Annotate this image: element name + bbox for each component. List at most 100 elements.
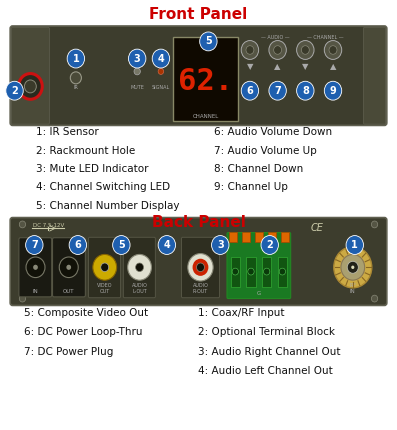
Bar [231, 257, 240, 286]
Text: 2: Rackmount Hole: 2: Rackmount Hole [36, 146, 135, 156]
Text: — CHANNEL —: — CHANNEL — [307, 35, 343, 40]
Text: Back Panel: Back Panel [152, 215, 245, 230]
Circle shape [341, 255, 365, 280]
Text: 6: 6 [75, 240, 81, 250]
Text: 1: Coax/RF Input: 1: Coax/RF Input [198, 308, 285, 318]
Circle shape [129, 49, 146, 68]
Circle shape [329, 46, 337, 54]
Circle shape [279, 268, 285, 275]
Text: 5: 5 [205, 37, 212, 46]
Circle shape [26, 257, 45, 278]
Circle shape [301, 46, 309, 54]
Circle shape [134, 68, 141, 75]
Circle shape [324, 81, 342, 100]
Text: 9: Channel Up: 9: Channel Up [214, 182, 288, 193]
Text: 1: 1 [351, 240, 358, 250]
Circle shape [19, 295, 26, 302]
Bar [268, 232, 276, 242]
Text: 4: 4 [158, 54, 164, 64]
Text: 6: DC Power Loop-Thru: 6: DC Power Loop-Thru [25, 327, 143, 337]
Text: RF
IN: RF IN [349, 283, 356, 294]
Text: ▼: ▼ [302, 62, 308, 71]
Text: 4: 4 [164, 240, 170, 250]
Text: AUDIO
R-OUT: AUDIO R-OUT [193, 283, 208, 294]
Circle shape [26, 236, 43, 255]
Circle shape [197, 263, 204, 272]
Circle shape [232, 268, 239, 275]
Circle shape [19, 29, 26, 36]
Circle shape [261, 236, 278, 255]
Circle shape [33, 265, 38, 270]
Text: DC 7.5-12V: DC 7.5-12V [33, 223, 64, 228]
Text: 5: Composite Video Out: 5: Composite Video Out [25, 308, 148, 318]
Bar [242, 232, 250, 242]
Circle shape [371, 295, 378, 302]
Text: 2: 2 [11, 86, 18, 96]
Circle shape [269, 81, 286, 100]
Text: 7: 7 [31, 240, 38, 250]
FancyBboxPatch shape [10, 26, 387, 126]
Text: 1: 1 [73, 54, 79, 64]
Text: 3: 3 [217, 240, 224, 250]
Text: 5: Channel Number Display: 5: Channel Number Display [36, 201, 180, 211]
Text: 1: IR Sensor: 1: IR Sensor [36, 127, 99, 137]
Text: SIGNAL: SIGNAL [152, 85, 170, 90]
Circle shape [113, 236, 130, 255]
Text: 4: Channel Switching LED: 4: Channel Switching LED [36, 182, 170, 193]
Circle shape [19, 74, 42, 99]
Circle shape [346, 236, 364, 255]
Text: OUT: OUT [63, 289, 75, 294]
FancyBboxPatch shape [52, 238, 85, 297]
Circle shape [59, 257, 78, 278]
FancyBboxPatch shape [89, 237, 121, 298]
Circle shape [25, 80, 36, 93]
Circle shape [269, 40, 286, 59]
Text: 7: 7 [274, 86, 281, 96]
FancyBboxPatch shape [10, 218, 387, 305]
FancyBboxPatch shape [123, 237, 155, 298]
Bar [246, 257, 256, 286]
Circle shape [66, 265, 71, 270]
Circle shape [93, 255, 117, 280]
Circle shape [200, 32, 217, 51]
Text: 5: 5 [118, 240, 125, 250]
Bar [255, 232, 263, 242]
Circle shape [152, 49, 170, 68]
Bar [229, 232, 237, 242]
Circle shape [347, 261, 358, 273]
Bar [173, 37, 238, 121]
FancyBboxPatch shape [227, 233, 291, 298]
Circle shape [158, 236, 175, 255]
Circle shape [264, 268, 270, 275]
Text: CHANNEL: CHANNEL [193, 114, 219, 119]
Circle shape [297, 40, 314, 59]
Circle shape [371, 221, 378, 228]
Circle shape [241, 40, 258, 59]
Text: 3: Audio Right Channel Out: 3: Audio Right Channel Out [198, 347, 341, 356]
Text: AUDIO
L-OUT: AUDIO L-OUT [132, 283, 148, 294]
FancyBboxPatch shape [181, 237, 220, 298]
Text: G: G [256, 292, 261, 296]
Text: CE: CE [311, 223, 324, 233]
Text: ▼: ▼ [247, 62, 253, 71]
Circle shape [351, 266, 355, 269]
Circle shape [324, 40, 342, 59]
Circle shape [274, 46, 281, 54]
Text: IR: IR [73, 85, 78, 90]
Text: Front Panel: Front Panel [149, 7, 248, 22]
Text: 7: Audio Volume Up: 7: Audio Volume Up [214, 146, 317, 156]
Circle shape [19, 221, 26, 228]
Bar [278, 257, 287, 286]
Circle shape [241, 81, 258, 100]
Text: 6: Audio Volume Down: 6: Audio Volume Down [214, 127, 332, 137]
Circle shape [19, 115, 26, 122]
Text: 4: Audio Left Channel Out: 4: Audio Left Channel Out [198, 366, 333, 376]
FancyBboxPatch shape [364, 27, 385, 124]
Circle shape [69, 236, 87, 255]
FancyBboxPatch shape [19, 238, 52, 297]
Circle shape [371, 115, 378, 122]
Circle shape [297, 81, 314, 100]
Text: 3: 3 [134, 54, 141, 64]
Circle shape [70, 72, 81, 84]
Circle shape [101, 263, 109, 272]
